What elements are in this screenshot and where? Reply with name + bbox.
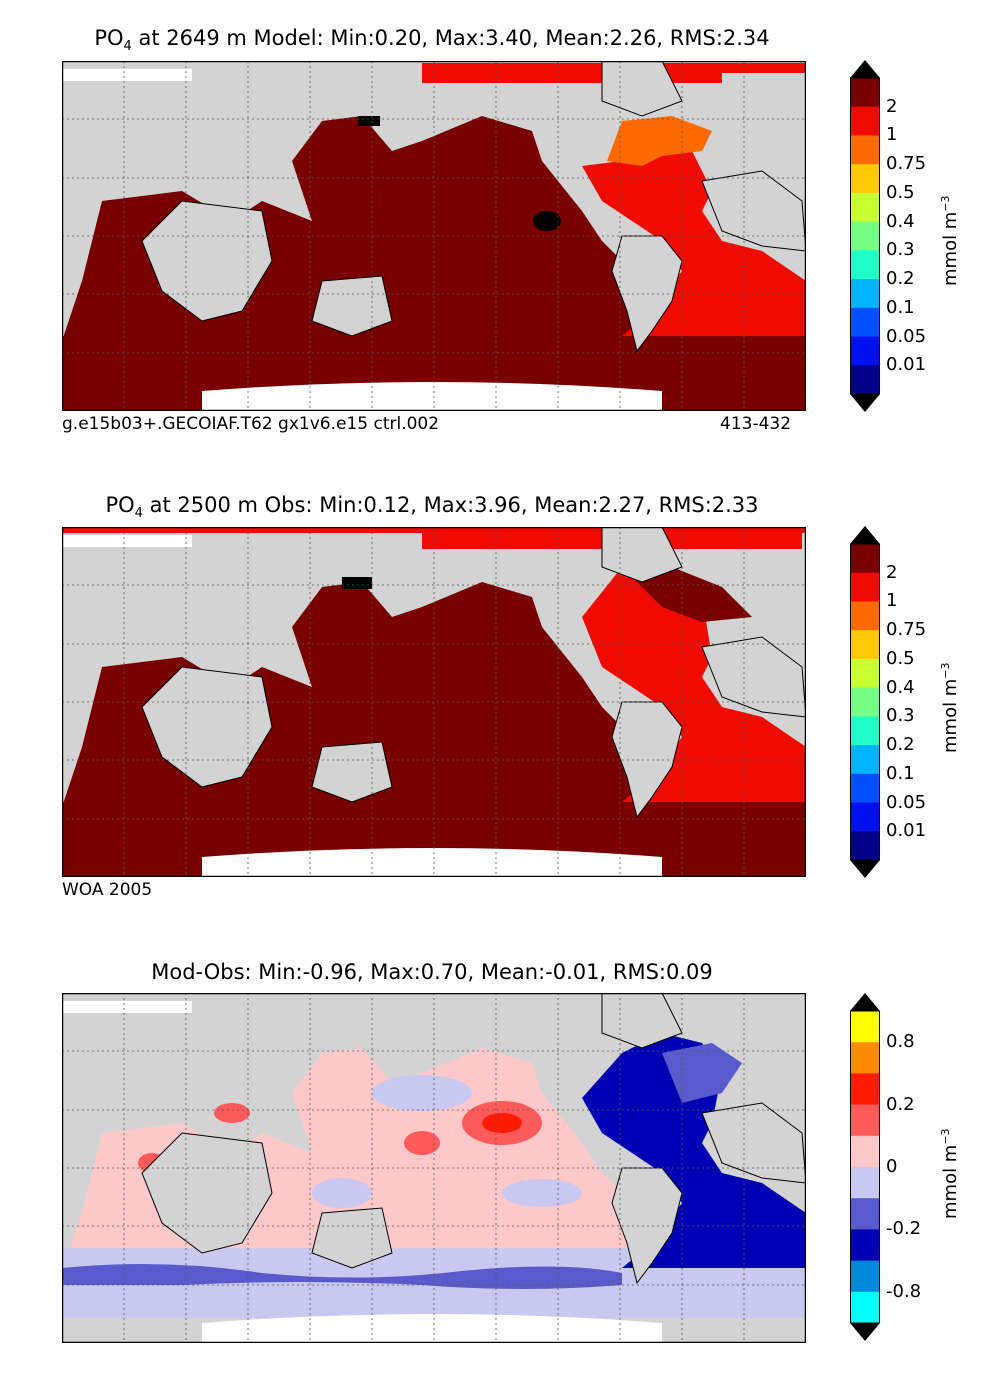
colorbar-segment — [850, 1011, 880, 1043]
colorbar-segment — [850, 1135, 880, 1168]
colorbar-tick-label: 0.5 — [886, 647, 915, 669]
colorbar-tick-label: 0.2 — [886, 734, 915, 756]
colorbar-tick-label: 0.01 — [886, 354, 927, 376]
colorbar-segment — [850, 164, 880, 194]
panel1-colorbar-label: mmol m−3 — [939, 195, 961, 286]
colorbar-extend-bottom — [850, 394, 880, 412]
colorbar-tick-label: 0.1 — [886, 762, 915, 784]
colorbar-segment — [850, 687, 880, 717]
colorbar-frame — [850, 1010, 880, 1324]
panel1-map — [62, 61, 806, 411]
colorbar-tick-label: 0.05 — [886, 791, 927, 813]
colorbar-segment — [850, 135, 880, 165]
panel3-title: Mod-Obs: Min:-0.96, Max:0.70, Mean:-0.01… — [151, 960, 713, 984]
colorbar-tick-label: 0.4 — [886, 676, 915, 698]
colorbar-frame — [850, 543, 880, 861]
colorbar-extend-top — [850, 526, 880, 544]
colorbar-segment — [850, 1167, 880, 1199]
colorbar-segment — [850, 831, 880, 861]
panel3-map — [62, 993, 806, 1343]
colorbar-tick-label: 0.05 — [886, 325, 927, 347]
colorbar-segment — [850, 365, 880, 395]
colorbar-segment — [850, 773, 880, 804]
colorbar-tick-label: 2 — [886, 561, 898, 583]
colorbar-segment — [850, 1260, 880, 1293]
colorbar-segment — [850, 658, 880, 689]
colorbar-segment — [850, 279, 880, 309]
colorbar-tick-label: 0.3 — [886, 239, 915, 261]
colorbar-segment — [850, 544, 880, 574]
colorbar-segment — [850, 572, 880, 602]
colorbar-tick-label: 0.01 — [886, 820, 927, 842]
colorbar-segment — [850, 1198, 880, 1230]
colorbar-tick-label: 2 — [886, 95, 898, 117]
panel2-colorbar-label: mmol m−3 — [939, 662, 961, 753]
colorbar-segment — [850, 745, 880, 775]
panel2-title: PO4 at 2500 m Obs: Min:0.12, Max:3.96, M… — [105, 493, 759, 522]
panel3-colorbar — [850, 993, 880, 1341]
panel1-note-right: 413-432 — [720, 414, 792, 434]
colorbar-tick-label: 0.75 — [886, 153, 927, 175]
colorbar-segment — [850, 78, 880, 108]
colorbar-extend-bottom — [850, 1323, 880, 1341]
colorbar-segment — [850, 250, 880, 280]
colorbar-tick-label: 0.5 — [886, 181, 915, 203]
panel1-note-left: g.e15b03+.GECOIAF.T62 gx1v6.e15 ctrl.002 — [62, 414, 440, 434]
panel1-title: PO4 at 2649 m Model: Min:0.20, Max:3.40,… — [94, 26, 770, 55]
colorbar-tick-label: -0.8 — [886, 1280, 922, 1302]
colorbar-segment — [850, 1073, 880, 1106]
colorbar-extend-bottom — [850, 860, 880, 878]
colorbar-extend-top — [850, 993, 880, 1011]
colorbar-segment — [850, 106, 880, 136]
colorbar-segment — [850, 336, 880, 366]
panel2-map — [62, 527, 806, 877]
colorbar-tick-label: -0.2 — [886, 1218, 922, 1240]
colorbar-segment — [850, 601, 880, 631]
colorbar-frame — [850, 77, 880, 395]
colorbar-segment — [850, 1042, 880, 1074]
colorbar-segment — [850, 1229, 880, 1262]
colorbar-segment — [850, 192, 880, 223]
colorbar-segment — [850, 1104, 880, 1137]
colorbar-segment — [850, 802, 880, 832]
colorbar-segment — [850, 221, 880, 251]
colorbar-segment — [850, 1291, 880, 1324]
panel2-colorbar — [850, 526, 880, 878]
colorbar-tick-label: 0.4 — [886, 210, 915, 232]
colorbar-tick-label: 0 — [886, 1156, 898, 1177]
colorbar-tick-label: 0.8 — [886, 1031, 915, 1053]
colorbar-tick-label: 1 — [886, 124, 898, 146]
colorbar-tick-label: 0.3 — [886, 705, 915, 727]
colorbar-tick-label: 0.1 — [886, 296, 915, 318]
panel1-colorbar — [850, 60, 880, 412]
colorbar-tick-label: 0.75 — [886, 619, 927, 641]
colorbar-segment — [850, 307, 880, 338]
colorbar-tick-label: 0.2 — [886, 268, 915, 290]
colorbar-segment — [850, 716, 880, 746]
colorbar-extend-top — [850, 60, 880, 78]
colorbar-segment — [850, 630, 880, 660]
colorbar-tick-label: 1 — [886, 590, 898, 612]
panel3-colorbar-label: mmol m−3 — [939, 1128, 961, 1219]
panel2-note-left: WOA 2005 — [62, 880, 153, 900]
colorbar-tick-label: 0.2 — [886, 1093, 915, 1115]
